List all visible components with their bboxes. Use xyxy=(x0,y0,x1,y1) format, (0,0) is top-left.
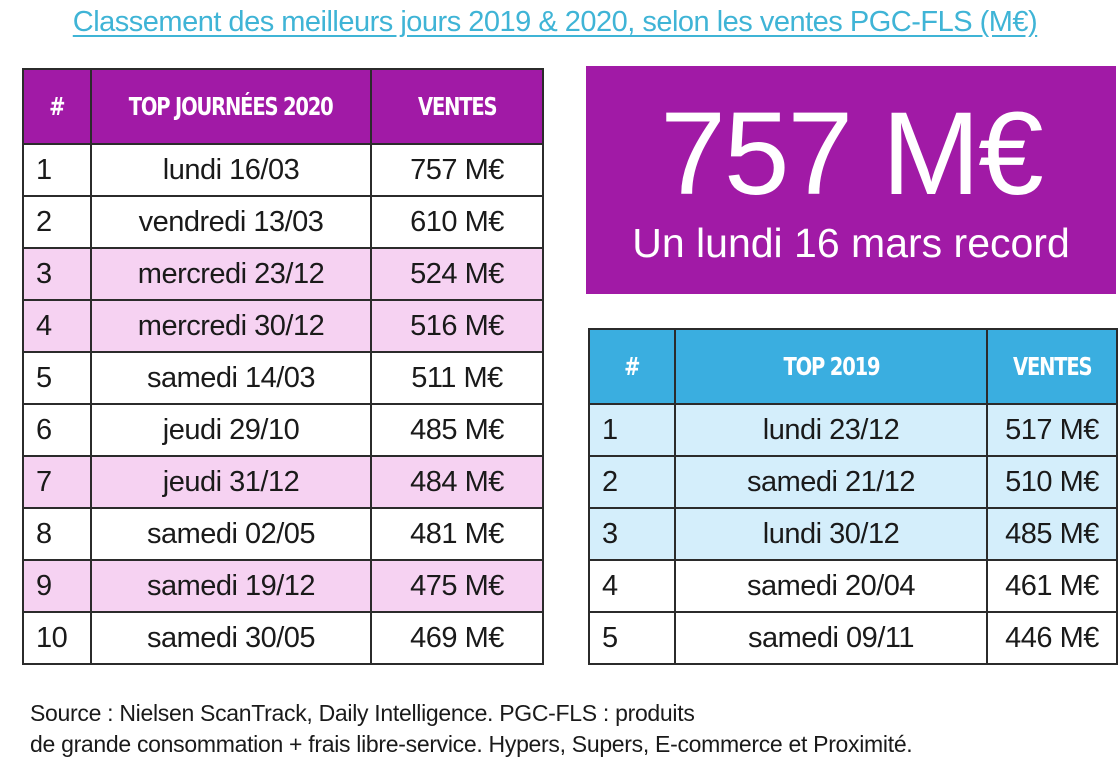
top-2020-table: # TOP JOURNÉES 2020 VENTES 1 lundi 16/03 7… xyxy=(22,68,544,665)
day-cell: lundi 16/03 xyxy=(90,143,372,197)
day-cell: samedi 09/11 xyxy=(674,611,988,665)
rank-cell: 6 xyxy=(22,403,92,457)
header-sales: VENTES xyxy=(986,328,1118,405)
rank-cell: 4 xyxy=(22,299,92,353)
table-row: 3 mercredi 23/12 524 M€ xyxy=(22,247,544,301)
rank-cell: 9 xyxy=(22,559,92,613)
sales-cell: 516 M€ xyxy=(370,299,544,353)
table-row: 9 samedi 19/12 475 M€ xyxy=(22,559,544,613)
rank-cell: 7 xyxy=(22,455,92,509)
table-row: 8 samedi 02/05 481 M€ xyxy=(22,507,544,561)
day-cell: samedi 20/04 xyxy=(674,559,988,613)
rank-cell: 2 xyxy=(22,195,92,249)
table-row: 3 lundi 30/12 485 M€ xyxy=(588,507,1118,561)
top-2019-table: # TOP 2019 VENTES 1 lundi 23/12 517 M€ 2 sam… xyxy=(588,328,1118,665)
rank-cell: 10 xyxy=(22,611,92,665)
header-rank: # xyxy=(22,68,92,145)
sales-cell: 524 M€ xyxy=(370,247,544,301)
sales-cell: 610 M€ xyxy=(370,195,544,249)
day-cell: samedi 19/12 xyxy=(90,559,372,613)
table-header-row: # TOP JOURNÉES 2020 VENTES xyxy=(22,68,544,145)
rank-cell: 3 xyxy=(588,507,676,561)
table-row: 5 samedi 09/11 446 M€ xyxy=(588,611,1118,665)
header-day: TOP 2019 xyxy=(674,328,988,405)
source-line: Source : Nielsen ScanTrack, Daily Intell… xyxy=(30,700,695,726)
rank-cell: 5 xyxy=(588,611,676,665)
header-sales: VENTES xyxy=(370,68,544,145)
table-row: 5 samedi 14/03 511 M€ xyxy=(22,351,544,405)
sales-cell: 446 M€ xyxy=(986,611,1118,665)
rank-cell: 5 xyxy=(22,351,92,405)
rank-cell: 2 xyxy=(588,455,676,509)
sales-cell: 510 M€ xyxy=(986,455,1118,509)
table-row: 2 vendredi 13/03 610 M€ xyxy=(22,195,544,249)
day-cell: samedi 14/03 xyxy=(90,351,372,405)
table-row: 1 lundi 23/12 517 M€ xyxy=(588,403,1118,457)
day-cell: lundi 30/12 xyxy=(674,507,988,561)
sales-cell: 475 M€ xyxy=(370,559,544,613)
sales-cell: 469 M€ xyxy=(370,611,544,665)
header-rank: # xyxy=(588,328,676,405)
sales-cell: 517 M€ xyxy=(986,403,1118,457)
source-note: Source : Nielsen ScanTrack, Daily Intell… xyxy=(30,698,1110,760)
day-cell: vendredi 13/03 xyxy=(90,195,372,249)
header-day: TOP JOURNÉES 2020 xyxy=(90,68,372,145)
table-header-row: # TOP 2019 VENTES xyxy=(588,328,1118,405)
day-cell: lundi 23/12 xyxy=(674,403,988,457)
day-cell: samedi 30/05 xyxy=(90,611,372,665)
table-row: 1 lundi 16/03 757 M€ xyxy=(22,143,544,197)
table-row: 7 jeudi 31/12 484 M€ xyxy=(22,455,544,509)
rank-cell: 3 xyxy=(22,247,92,301)
hero-caption: Un lundi 16 mars record xyxy=(632,220,1070,266)
sales-cell: 484 M€ xyxy=(370,455,544,509)
sales-cell: 461 M€ xyxy=(986,559,1118,613)
rank-cell: 1 xyxy=(588,403,676,457)
source-line: de grande consommation + frais libre-ser… xyxy=(30,731,913,757)
day-cell: samedi 02/05 xyxy=(90,507,372,561)
sales-cell: 485 M€ xyxy=(370,403,544,457)
sales-cell: 757 M€ xyxy=(370,143,544,197)
day-cell: jeudi 29/10 xyxy=(90,403,372,457)
rank-cell: 1 xyxy=(22,143,92,197)
day-cell: samedi 21/12 xyxy=(674,455,988,509)
day-cell: mercredi 23/12 xyxy=(90,247,372,301)
table-row: 6 jeudi 29/10 485 M€ xyxy=(22,403,544,457)
table-row: 4 samedi 20/04 461 M€ xyxy=(588,559,1118,613)
rank-cell: 8 xyxy=(22,507,92,561)
sales-cell: 481 M€ xyxy=(370,507,544,561)
sales-cell: 511 M€ xyxy=(370,351,544,405)
day-cell: mercredi 30/12 xyxy=(90,299,372,353)
table-row: 2 samedi 21/12 510 M€ xyxy=(588,455,1118,509)
sales-cell: 485 M€ xyxy=(986,507,1118,561)
day-cell: jeudi 31/12 xyxy=(90,455,372,509)
hero-highlight-box: 757 M€ Un lundi 16 mars record xyxy=(586,66,1116,294)
hero-value: 757 M€ xyxy=(660,88,1044,220)
table-row: 4 mercredi 30/12 516 M€ xyxy=(22,299,544,353)
chart-title: Classement des meilleurs jours 2019 & 20… xyxy=(72,6,1038,38)
table-row: 10 samedi 30/05 469 M€ xyxy=(22,611,544,665)
rank-cell: 4 xyxy=(588,559,676,613)
